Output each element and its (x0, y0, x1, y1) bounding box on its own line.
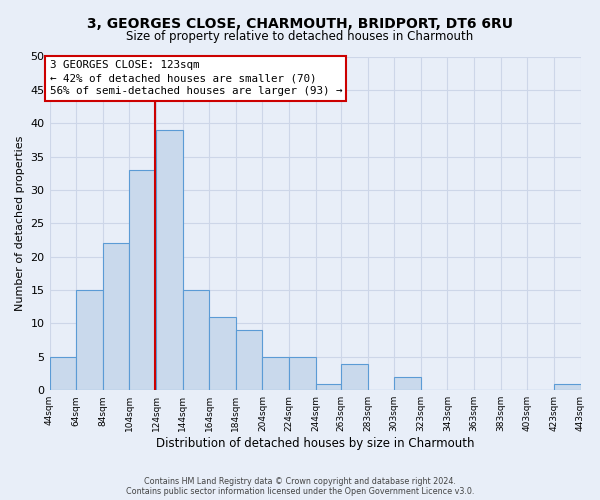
Bar (236, 330, 262, 390)
Bar (554, 384, 581, 390)
Bar (209, 317, 236, 390)
Text: Contains HM Land Registry data © Crown copyright and database right 2024.
Contai: Contains HM Land Registry data © Crown c… (126, 476, 474, 496)
Bar (262, 357, 289, 390)
Bar (316, 384, 341, 390)
Bar (341, 364, 368, 390)
Bar (182, 290, 209, 390)
Bar (289, 357, 316, 390)
X-axis label: Distribution of detached houses by size in Charmouth: Distribution of detached houses by size … (156, 437, 474, 450)
Bar (156, 130, 182, 390)
Y-axis label: Number of detached properties: Number of detached properties (15, 136, 25, 311)
Text: 3 GEORGES CLOSE: 123sqm
← 42% of detached houses are smaller (70)
56% of semi-de: 3 GEORGES CLOSE: 123sqm ← 42% of detache… (50, 60, 342, 96)
Bar (130, 170, 156, 390)
Bar (394, 377, 421, 390)
Text: Size of property relative to detached houses in Charmouth: Size of property relative to detached ho… (127, 30, 473, 43)
Bar (103, 244, 130, 390)
Bar (76, 290, 103, 390)
Bar (50, 357, 76, 390)
Text: 3, GEORGES CLOSE, CHARMOUTH, BRIDPORT, DT6 6RU: 3, GEORGES CLOSE, CHARMOUTH, BRIDPORT, D… (87, 18, 513, 32)
